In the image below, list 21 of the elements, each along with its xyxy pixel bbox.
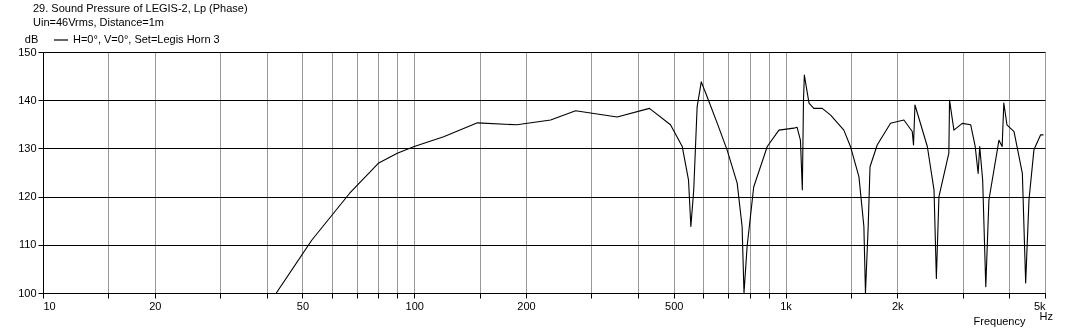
x-tick-label: 20	[149, 299, 162, 312]
y-tick-label: 130	[18, 141, 37, 154]
x-tick-label: 500	[665, 299, 684, 312]
x-axis-title: Frequency	[973, 314, 1026, 327]
x-tick-label: 100	[405, 299, 424, 312]
y-tick-label: 120	[18, 190, 37, 203]
y-axis-title: dB	[24, 32, 39, 45]
y-tick-label: 150	[18, 45, 37, 58]
x-tick-label: 200	[517, 299, 536, 312]
x-tick-label: 5k	[1033, 299, 1046, 312]
y-tick-label: 100	[18, 286, 37, 299]
x-tick-label: 50	[296, 299, 310, 312]
chart-subtitle: Uin=46Vrms, Distance=1m	[33, 16, 165, 28]
x-tick-label: 10	[43, 299, 56, 312]
y-tick-label: 110	[18, 238, 37, 251]
y-tick-label: 140	[18, 93, 37, 106]
text: Hz	[1039, 310, 1053, 322]
x-tick-label: 2k	[891, 299, 905, 312]
legend-label: H=0°, V=0°, Set=Legis Horn 3	[73, 33, 220, 45]
chart-title: 29. Sound Pressure of LEGIS-2, Lp (Phase)	[33, 2, 248, 14]
x-tick-label: 1k	[780, 299, 793, 312]
